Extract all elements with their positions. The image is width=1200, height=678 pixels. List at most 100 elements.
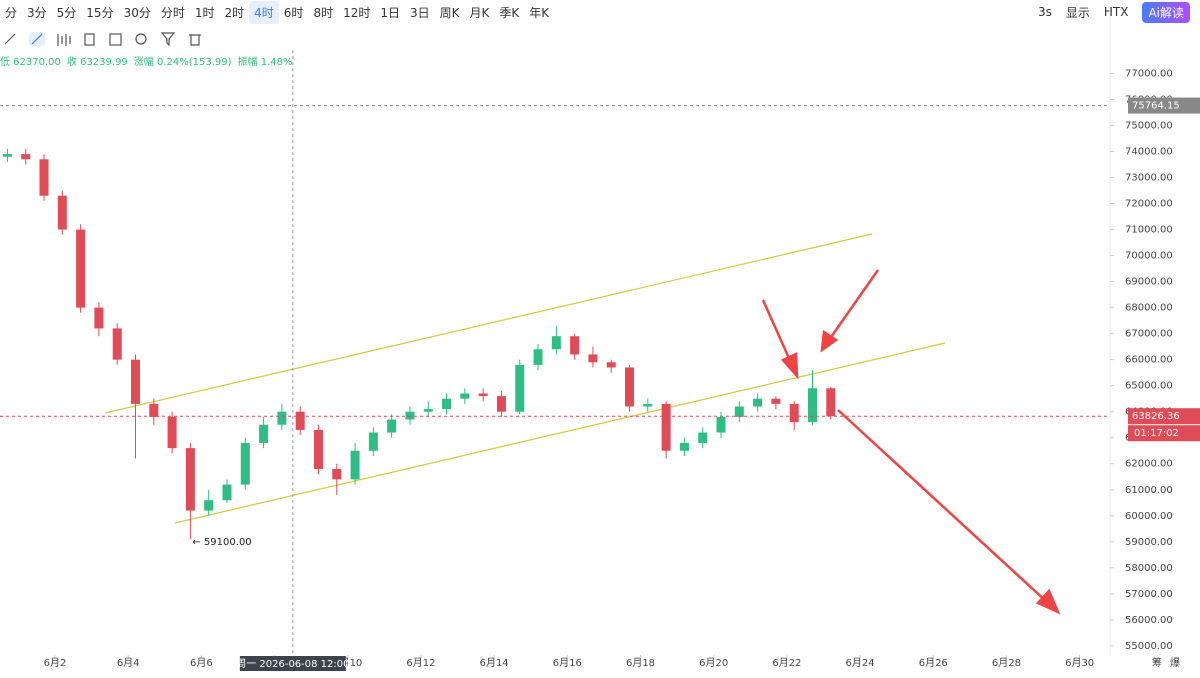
- x-tick-label: 6月16: [553, 657, 582, 669]
- footer-button[interactable]: 爆: [1170, 657, 1180, 669]
- toolbar-button[interactable]: Ai解读: [1142, 1, 1190, 23]
- candle-body: [570, 336, 580, 355]
- y-tick-label: 66000.00: [1125, 355, 1173, 366]
- timeframe-button[interactable]: 1日: [380, 5, 400, 20]
- stat: 收 63239.99: [66, 57, 128, 68]
- y-tick-label: 58000.00: [1125, 563, 1173, 574]
- y-tick-label: 74000.00: [1125, 146, 1173, 157]
- y-tick-label: 70000.00: [1125, 251, 1173, 262]
- x-tick-label: 6月22: [772, 657, 801, 669]
- candle-body: [478, 393, 488, 397]
- ohlc-stats: 低 62370.00 收 63239.99 涨幅 0.24%(153.99) 振幅 1…: [0, 53, 293, 68]
- countdown-tag: [1128, 425, 1200, 442]
- candle-body: [240, 442, 250, 485]
- candle-body: [734, 406, 744, 417]
- candle-body: [643, 403, 653, 407]
- x-tick-label: 6月28: [992, 657, 1021, 669]
- candle-body: [313, 429, 323, 469]
- y-tick-label: 72000.00: [1125, 199, 1173, 210]
- crosshair-label: 周一 2026-06-08 12:00: [236, 658, 349, 670]
- candle-body: [588, 354, 598, 363]
- x-tick-label: 6月4: [117, 657, 140, 669]
- y-tick-label: 69000.00: [1125, 277, 1173, 288]
- y-tick-label: 57000.00: [1125, 589, 1173, 600]
- candle-body: [533, 349, 543, 365]
- candle-body: [661, 403, 671, 451]
- y-tick-label: 60000.00: [1125, 511, 1173, 522]
- right-toolbar: 3s 显示 HTX Ai解读: [1038, 0, 1190, 24]
- timeframe-button[interactable]: 周K: [439, 5, 460, 20]
- price-tag: [1128, 408, 1200, 425]
- y-tick-label: 55000.00: [1125, 641, 1173, 652]
- timeframe-button[interactable]: 30分: [123, 5, 151, 20]
- x-tick-label: 6月26: [919, 657, 948, 669]
- timeframe-button[interactable]: 季K: [499, 5, 520, 20]
- timeframe-button[interactable]: 15分: [86, 5, 114, 20]
- candle-body: [149, 403, 159, 417]
- timeframe-button[interactable]: 分时: [160, 5, 185, 20]
- candle-body: [442, 398, 452, 410]
- y-tick-label: 62000.00: [1125, 459, 1173, 470]
- y-tick-label: 71000.00: [1125, 225, 1173, 236]
- y-tick-label: 61000.00: [1125, 485, 1173, 496]
- candle-body: [185, 448, 195, 511]
- candle-body: [259, 424, 269, 443]
- candle-body: [789, 403, 799, 423]
- stat: 低 62370.00: [0, 57, 61, 68]
- timeframe-button[interactable]: 1时: [194, 5, 215, 20]
- crosshair-tag: [239, 656, 346, 671]
- candle-body: [460, 393, 470, 399]
- candle-body: [2, 154, 12, 157]
- timeframe-button[interactable]: 3分: [27, 5, 47, 20]
- footer-button[interactable]: 筹: [1152, 656, 1162, 669]
- candle-body: [57, 195, 67, 230]
- timeframe-button[interactable]: 月K: [469, 5, 490, 20]
- y-tick-label: 65000.00: [1125, 381, 1173, 392]
- price-tag: [1128, 97, 1200, 114]
- drawing-tools[interactable]: [4, 32, 201, 47]
- candle-body: [716, 416, 726, 433]
- candle-body: [112, 328, 122, 360]
- price-label: 75764.15: [1132, 101, 1180, 112]
- y-tick-label: 77000.00: [1125, 68, 1173, 79]
- timeframe-bar: 分 3分 5分 15分 30分 分时 1时 2时 4时 6时 8时 12时 1日 3日 周K 月K 季K 年K: [0, 0, 554, 24]
- candle-body: [423, 409, 433, 412]
- low-marker: ← 59100.00: [192, 537, 251, 548]
- x-tick-label: 6月24: [846, 657, 875, 669]
- x-tick-label: 6月30: [1065, 657, 1094, 669]
- timeframe-button[interactable]: 2时: [224, 5, 245, 20]
- candle-body: [826, 388, 836, 417]
- candle-body: [606, 362, 616, 368]
- candle-body: [332, 468, 342, 480]
- x-tick-label: 6月18: [626, 657, 655, 669]
- timeframe-button[interactable]: 8时: [313, 5, 334, 20]
- countdown-label: 01:17:02: [1134, 428, 1179, 439]
- candle-body: [753, 398, 763, 407]
- timeframe-button[interactable]: 4时: [249, 0, 279, 24]
- toolbar-button[interactable]: 3s: [1037, 5, 1052, 19]
- candle-body: [368, 432, 378, 451]
- timeframe-button[interactable]: 12时: [343, 5, 371, 20]
- y-tick-label: 56000.00: [1125, 615, 1173, 626]
- stat: 振幅 1.48%: [237, 57, 293, 68]
- price-label: 63826.36: [1132, 411, 1180, 422]
- timeframe-button[interactable]: 5分: [56, 5, 77, 20]
- annotation-arrows: [761, 269, 1061, 615]
- timeframe-button[interactable]: 年K: [529, 5, 550, 20]
- candle-body: [405, 411, 415, 420]
- candle-body: [350, 450, 360, 480]
- timeframe-button[interactable]: 6时: [283, 5, 304, 20]
- x-tick-label: 6月6: [190, 657, 213, 669]
- y-tick-label: 73000.00: [1125, 173, 1173, 184]
- candle-body: [807, 388, 817, 423]
- y-tick-label: 75000.00: [1125, 120, 1173, 131]
- y-tick-label: 68000.00: [1125, 303, 1173, 314]
- timeframe-button[interactable]: 分: [5, 5, 18, 20]
- candle-body: [771, 398, 781, 404]
- toolbar-button[interactable]: 显示: [1065, 5, 1090, 20]
- candle-body: [277, 411, 287, 425]
- candle-body: [295, 411, 305, 430]
- timeframe-button[interactable]: 3日: [410, 5, 430, 20]
